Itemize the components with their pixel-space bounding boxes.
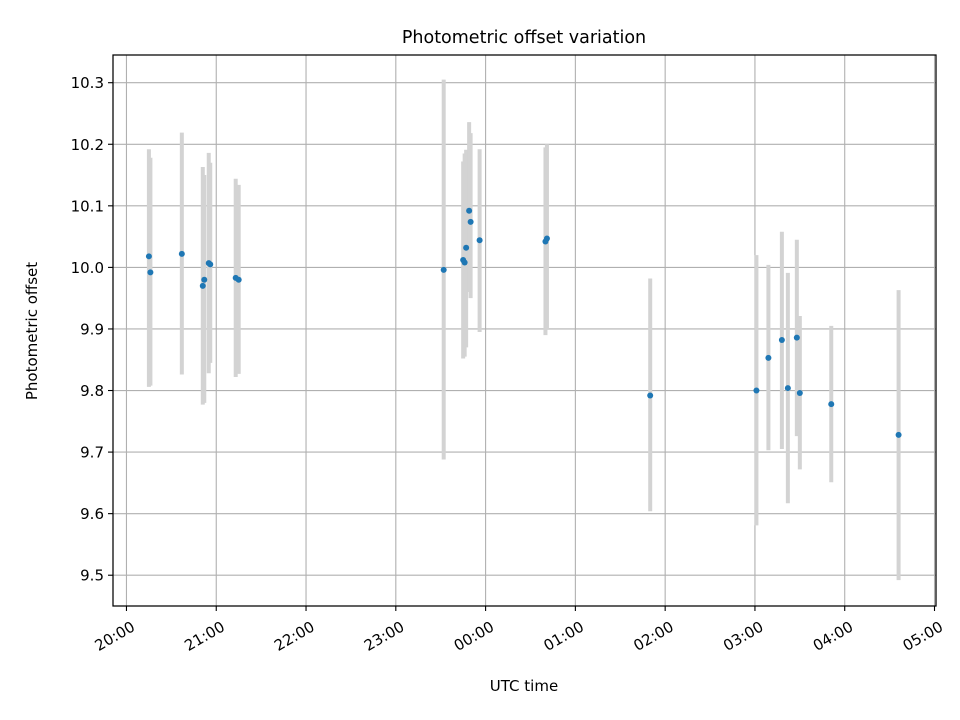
y-axis-title: Photometric offset xyxy=(23,262,41,400)
data-point xyxy=(199,282,206,289)
data-point xyxy=(543,235,550,242)
data-point xyxy=(753,387,760,394)
y-tick-label: 9.6 xyxy=(80,505,104,523)
y-tick-label: 9.9 xyxy=(80,320,104,338)
data-point xyxy=(201,276,208,283)
data-point xyxy=(235,276,242,283)
data-point xyxy=(793,334,800,341)
x-axis-title: UTC time xyxy=(490,677,558,695)
data-point xyxy=(467,218,474,225)
y-tick-label: 10.1 xyxy=(71,197,104,215)
data-point xyxy=(178,250,185,257)
data-point xyxy=(778,337,785,344)
y-tick-label: 10.2 xyxy=(71,136,104,154)
data-point xyxy=(895,431,902,438)
data-point xyxy=(828,401,835,408)
data-point xyxy=(647,392,654,399)
y-tick-label: 9.5 xyxy=(80,567,104,585)
data-point xyxy=(440,266,447,273)
chart-title: Photometric offset variation xyxy=(402,28,646,48)
data-point xyxy=(207,261,214,268)
data-point xyxy=(466,207,473,214)
y-tick-label: 9.7 xyxy=(80,444,104,462)
data-point xyxy=(476,237,483,244)
data-point xyxy=(463,244,470,251)
y-tick-label: 10.0 xyxy=(71,259,104,277)
data-point xyxy=(796,389,803,396)
y-tick-label: 10.3 xyxy=(71,74,104,92)
data-point xyxy=(147,269,154,276)
plot-area-frame xyxy=(112,54,937,607)
data-point xyxy=(765,354,772,361)
y-axis: 9.5 9.6 9.7 9.8 9.9 10.0 10.1 10.2 10.3 xyxy=(71,74,113,585)
data-points xyxy=(145,207,902,438)
data-point xyxy=(784,385,791,392)
data-point xyxy=(145,253,152,260)
data-point xyxy=(461,259,468,266)
y-tick-label: 9.8 xyxy=(80,382,104,400)
